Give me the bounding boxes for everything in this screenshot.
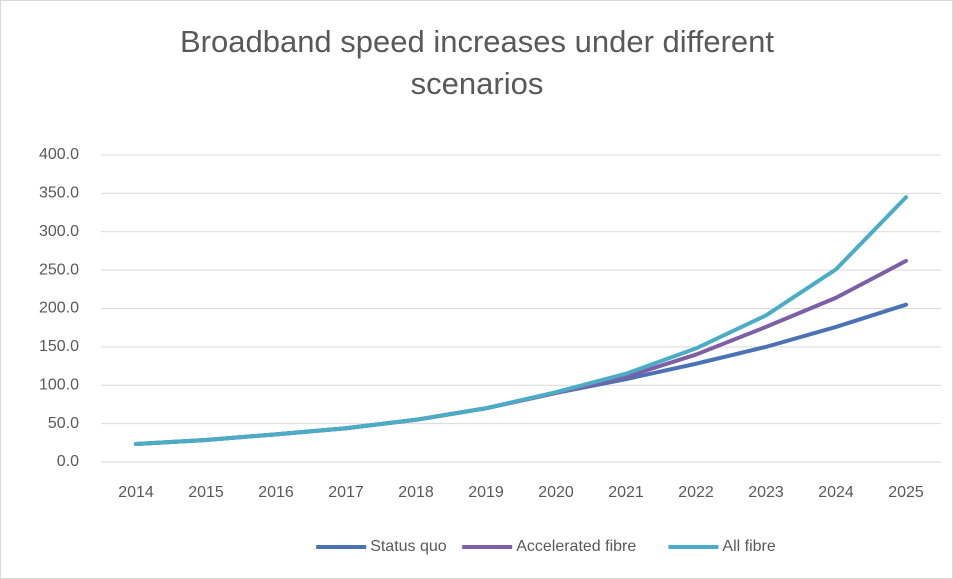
x-tick-label: 2024 bbox=[818, 484, 854, 501]
y-tick-label: 150.0 bbox=[39, 338, 79, 355]
y-tick-label: 400.0 bbox=[39, 146, 79, 163]
y-tick-label: 0.0 bbox=[57, 453, 79, 470]
x-tick-label: 2015 bbox=[188, 484, 224, 501]
x-tick-label: 2017 bbox=[328, 484, 364, 501]
x-tick-label: 2016 bbox=[258, 484, 294, 501]
x-tick-label: 2018 bbox=[398, 484, 434, 501]
series-line bbox=[134, 302, 908, 446]
chart-title: Broadband speed increases under differen… bbox=[179, 24, 774, 101]
x-tick-label: 2021 bbox=[608, 484, 644, 501]
y-tick-label: 300.0 bbox=[39, 223, 79, 240]
legend-label: Status quo bbox=[370, 538, 447, 555]
x-tick-label: 2020 bbox=[538, 484, 574, 501]
series-line bbox=[134, 195, 908, 446]
x-tick-label: 2023 bbox=[748, 484, 784, 501]
x-tick-label: 2022 bbox=[678, 484, 714, 501]
x-tick-label: 2025 bbox=[888, 484, 924, 501]
legend-label: All fibre bbox=[722, 538, 775, 555]
legend-label: Accelerated fibre bbox=[516, 538, 636, 555]
y-tick-label: 200.0 bbox=[39, 300, 79, 317]
x-tick-label: 2019 bbox=[468, 484, 504, 501]
y-tick-label: 50.0 bbox=[48, 415, 79, 432]
y-tick-label: 250.0 bbox=[39, 261, 79, 278]
x-tick-label: 2014 bbox=[118, 484, 154, 501]
series-line bbox=[134, 258, 908, 446]
y-tick-label: 100.0 bbox=[39, 376, 79, 393]
y-tick-label: 350.0 bbox=[39, 185, 79, 202]
